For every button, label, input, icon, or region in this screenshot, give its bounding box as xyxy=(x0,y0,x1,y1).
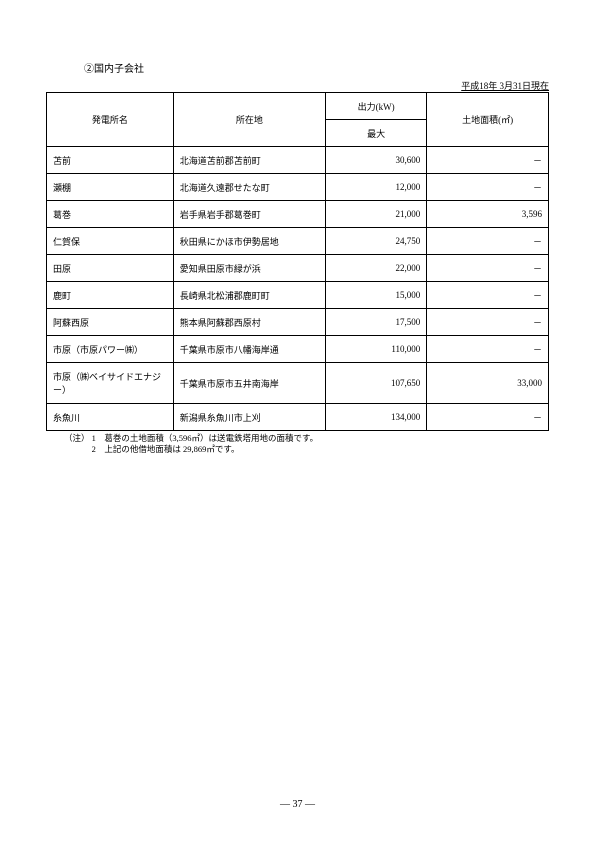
cell-area: － xyxy=(427,336,549,363)
cell-location: 北海道久遠郡せたな町 xyxy=(173,174,325,201)
table-row: 苫前 北海道苫前郡苫前町 30,600 － xyxy=(47,147,549,174)
table-row: 糸魚川 新潟県糸魚川市上刈 134,000 － xyxy=(47,404,549,431)
cell-location: 長崎県北松浦郡鹿町町 xyxy=(173,282,325,309)
table-row: 阿蘇西原 熊本県阿蘇郡西原村 17,500 － xyxy=(47,309,549,336)
cell-output: 30,600 xyxy=(325,147,426,174)
cell-name: 鹿町 xyxy=(47,282,174,309)
cell-area: 3,596 xyxy=(427,201,549,228)
cell-output: 110,000 xyxy=(325,336,426,363)
table-row: 鹿町 長崎県北松浦郡鹿町町 15,000 － xyxy=(47,282,549,309)
cell-output: 107,650 xyxy=(325,363,426,404)
cell-location: 岩手県岩手郡葛巻町 xyxy=(173,201,325,228)
cell-area: － xyxy=(427,255,549,282)
footnote-label: （注） xyxy=(64,433,90,443)
cell-area: － xyxy=(427,174,549,201)
table-row: 葛巻 岩手県岩手郡葛巻町 21,000 3,596 xyxy=(47,201,549,228)
cell-location: 千葉県市原市八幡海岸通 xyxy=(173,336,325,363)
cell-output: 15,000 xyxy=(325,282,426,309)
cell-output: 24,750 xyxy=(325,228,426,255)
powerplant-table: 発電所名 所在地 出力(kW) 土地面積(㎡) 最大 苫前 北海道苫前郡苫前町 … xyxy=(46,92,549,431)
th-output-sub: 最大 xyxy=(325,120,426,147)
cell-area: － xyxy=(427,147,549,174)
th-output-group: 出力(kW) xyxy=(325,93,426,120)
section-title: ②国内子会社 xyxy=(84,60,549,75)
cell-location: 熊本県阿蘇郡西原村 xyxy=(173,309,325,336)
th-name: 発電所名 xyxy=(47,93,174,147)
table-row: 田原 愛知県田原市緑が浜 22,000 － xyxy=(47,255,549,282)
cell-name: 糸魚川 xyxy=(47,404,174,431)
footnote-item: 1 葛巻の土地面積（3,596㎡）は送電鉄塔用地の面積です。 xyxy=(92,433,319,443)
cell-output: 22,000 xyxy=(325,255,426,282)
cell-location: 新潟県糸魚川市上刈 xyxy=(173,404,325,431)
cell-location: 千葉県市原市五井南海岸 xyxy=(173,363,325,404)
cell-output: 134,000 xyxy=(325,404,426,431)
cell-area: 33,000 xyxy=(427,363,549,404)
cell-name: 阿蘇西原 xyxy=(47,309,174,336)
cell-name: 葛巻 xyxy=(47,201,174,228)
table-body: 苫前 北海道苫前郡苫前町 30,600 － 瀬棚 北海道久遠郡せたな町 12,0… xyxy=(47,147,549,431)
cell-output: 12,000 xyxy=(325,174,426,201)
th-land-area: 土地面積(㎡) xyxy=(427,93,549,147)
cell-name: 市原（㈱ベイサイドエナジー） xyxy=(47,363,174,404)
table-row: 仁賀保 秋田県にかほ市伊勢居地 24,750 － xyxy=(47,228,549,255)
page-container: ②国内子会社 平成18年 3月31日現在 発電所名 所在地 出力(kW) 土地面… xyxy=(0,0,595,496)
cell-output: 17,500 xyxy=(325,309,426,336)
footnote-item: 2 上記の他借地面積は 29,869㎡です。 xyxy=(92,444,240,454)
cell-name: 瀬棚 xyxy=(47,174,174,201)
table-row: 瀬棚 北海道久遠郡せたな町 12,000 － xyxy=(47,174,549,201)
cell-output: 21,000 xyxy=(325,201,426,228)
cell-name: 苫前 xyxy=(47,147,174,174)
table-row: 市原（㈱ベイサイドエナジー） 千葉県市原市五井南海岸 107,650 33,00… xyxy=(47,363,549,404)
th-location: 所在地 xyxy=(173,93,325,147)
footnotes: （注） 1 葛巻の土地面積（3,596㎡）は送電鉄塔用地の面積です。 （注） 2… xyxy=(64,433,549,456)
cell-name: 田原 xyxy=(47,255,174,282)
table-row: 市原（市原パワー㈱） 千葉県市原市八幡海岸通 110,000 － xyxy=(47,336,549,363)
cell-name: 仁賀保 xyxy=(47,228,174,255)
cell-area: － xyxy=(427,404,549,431)
cell-location: 愛知県田原市緑が浜 xyxy=(173,255,325,282)
cell-location: 北海道苫前郡苫前町 xyxy=(173,147,325,174)
cell-area: － xyxy=(427,309,549,336)
as-of-date: 平成18年 3月31日現在 xyxy=(46,79,549,92)
cell-area: － xyxy=(427,282,549,309)
cell-area: － xyxy=(427,228,549,255)
cell-location: 秋田県にかほ市伊勢居地 xyxy=(173,228,325,255)
page-number: ― 37 ― xyxy=(0,799,595,810)
table-header: 発電所名 所在地 出力(kW) 土地面積(㎡) 最大 xyxy=(47,93,549,147)
cell-name: 市原（市原パワー㈱） xyxy=(47,336,174,363)
